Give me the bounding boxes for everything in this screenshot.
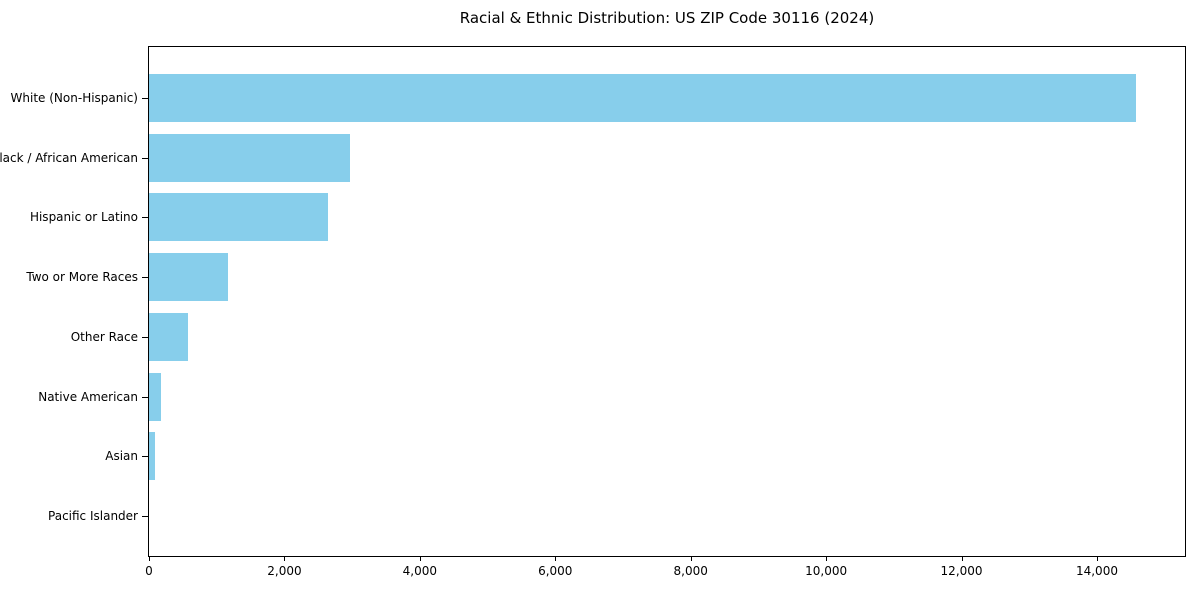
y-axis-label: Asian [105, 449, 138, 464]
bar [149, 372, 161, 421]
y-tick [142, 456, 148, 458]
bar-row: Two or More Races [26, 253, 1185, 302]
x-tick [690, 556, 692, 561]
bar-row: Asian [105, 432, 1185, 481]
x-tick-label: 6,000 [538, 564, 573, 578]
plot-area: White (Non-Hispanic) Black / African Amer… [0, 46, 1186, 578]
x-tick-label: 14,000 [1075, 564, 1118, 578]
x-tick-label: 0 [145, 564, 153, 578]
x-tick [826, 556, 828, 561]
y-axis-label: Other Race [70, 329, 138, 344]
bar [149, 312, 188, 361]
bar [149, 133, 350, 182]
y-axis-label: Two or More Races [26, 270, 138, 285]
y-tick [142, 217, 148, 219]
bar-row: Pacific Islander [48, 492, 1185, 540]
bar [149, 193, 329, 242]
x-tick [1096, 556, 1098, 561]
bar [149, 432, 156, 481]
chart-title: Racial & Ethnic Distribution: US ZIP Cod… [459, 9, 875, 27]
x-tick [961, 556, 963, 561]
y-tick [142, 98, 148, 99]
x-tick-label: 8,000 [673, 564, 708, 578]
bar-row: Other Race [71, 312, 1185, 361]
y-tick [142, 396, 148, 398]
y-tick [142, 515, 148, 517]
x-tick [555, 556, 557, 561]
y-axis-label: Native American [38, 389, 138, 404]
x-tick [149, 556, 150, 561]
y-axis-label: White (Non-Hispanic) [10, 91, 138, 105]
x-tick-label: 4,000 [402, 564, 438, 578]
y-tick [142, 157, 148, 159]
x-tick-label: 2,000 [267, 564, 302, 578]
x-tick-label: 12,000 [940, 564, 983, 578]
bar-row: Black / African American [0, 133, 1185, 182]
x-tick [419, 556, 421, 561]
y-axis-label: Pacific Islander [48, 508, 138, 523]
y-axis-label: Black / African American [0, 150, 138, 165]
bar [149, 74, 1136, 122]
y-tick [142, 336, 148, 338]
bar-row: Hispanic or Latino [30, 193, 1185, 242]
bar-row: White (Non-Hispanic) [11, 74, 1185, 122]
bar [149, 253, 228, 302]
x-tick [284, 556, 286, 561]
x-tick-label: 10,000 [805, 564, 848, 578]
bar-row: Native American [38, 372, 1185, 421]
y-tick [142, 277, 148, 279]
y-axis-label: Hispanic or Latino [29, 210, 138, 225]
